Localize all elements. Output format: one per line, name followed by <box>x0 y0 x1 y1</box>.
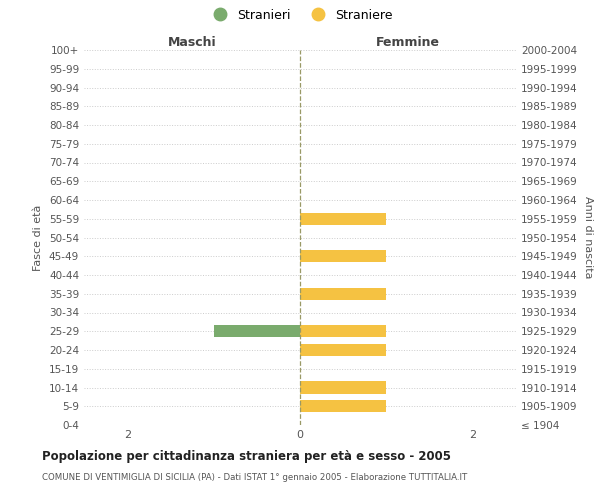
Y-axis label: Fasce di età: Fasce di età <box>34 204 43 270</box>
Text: Maschi: Maschi <box>167 36 217 50</box>
Bar <box>300 325 386 338</box>
Y-axis label: Anni di nascita: Anni di nascita <box>583 196 593 279</box>
Bar <box>214 325 300 338</box>
Bar <box>300 288 386 300</box>
Bar <box>300 400 386 412</box>
Bar <box>300 212 386 225</box>
Bar <box>300 382 386 394</box>
Bar <box>300 250 386 262</box>
Bar <box>300 344 386 356</box>
Text: Femmine: Femmine <box>376 36 440 50</box>
Text: COMUNE DI VENTIMIGLIA DI SICILIA (PA) - Dati ISTAT 1° gennaio 2005 - Elaborazion: COMUNE DI VENTIMIGLIA DI SICILIA (PA) - … <box>42 472 467 482</box>
Text: Popolazione per cittadinanza straniera per età e sesso - 2005: Popolazione per cittadinanza straniera p… <box>42 450 451 463</box>
Legend: Stranieri, Straniere: Stranieri, Straniere <box>205 6 395 24</box>
